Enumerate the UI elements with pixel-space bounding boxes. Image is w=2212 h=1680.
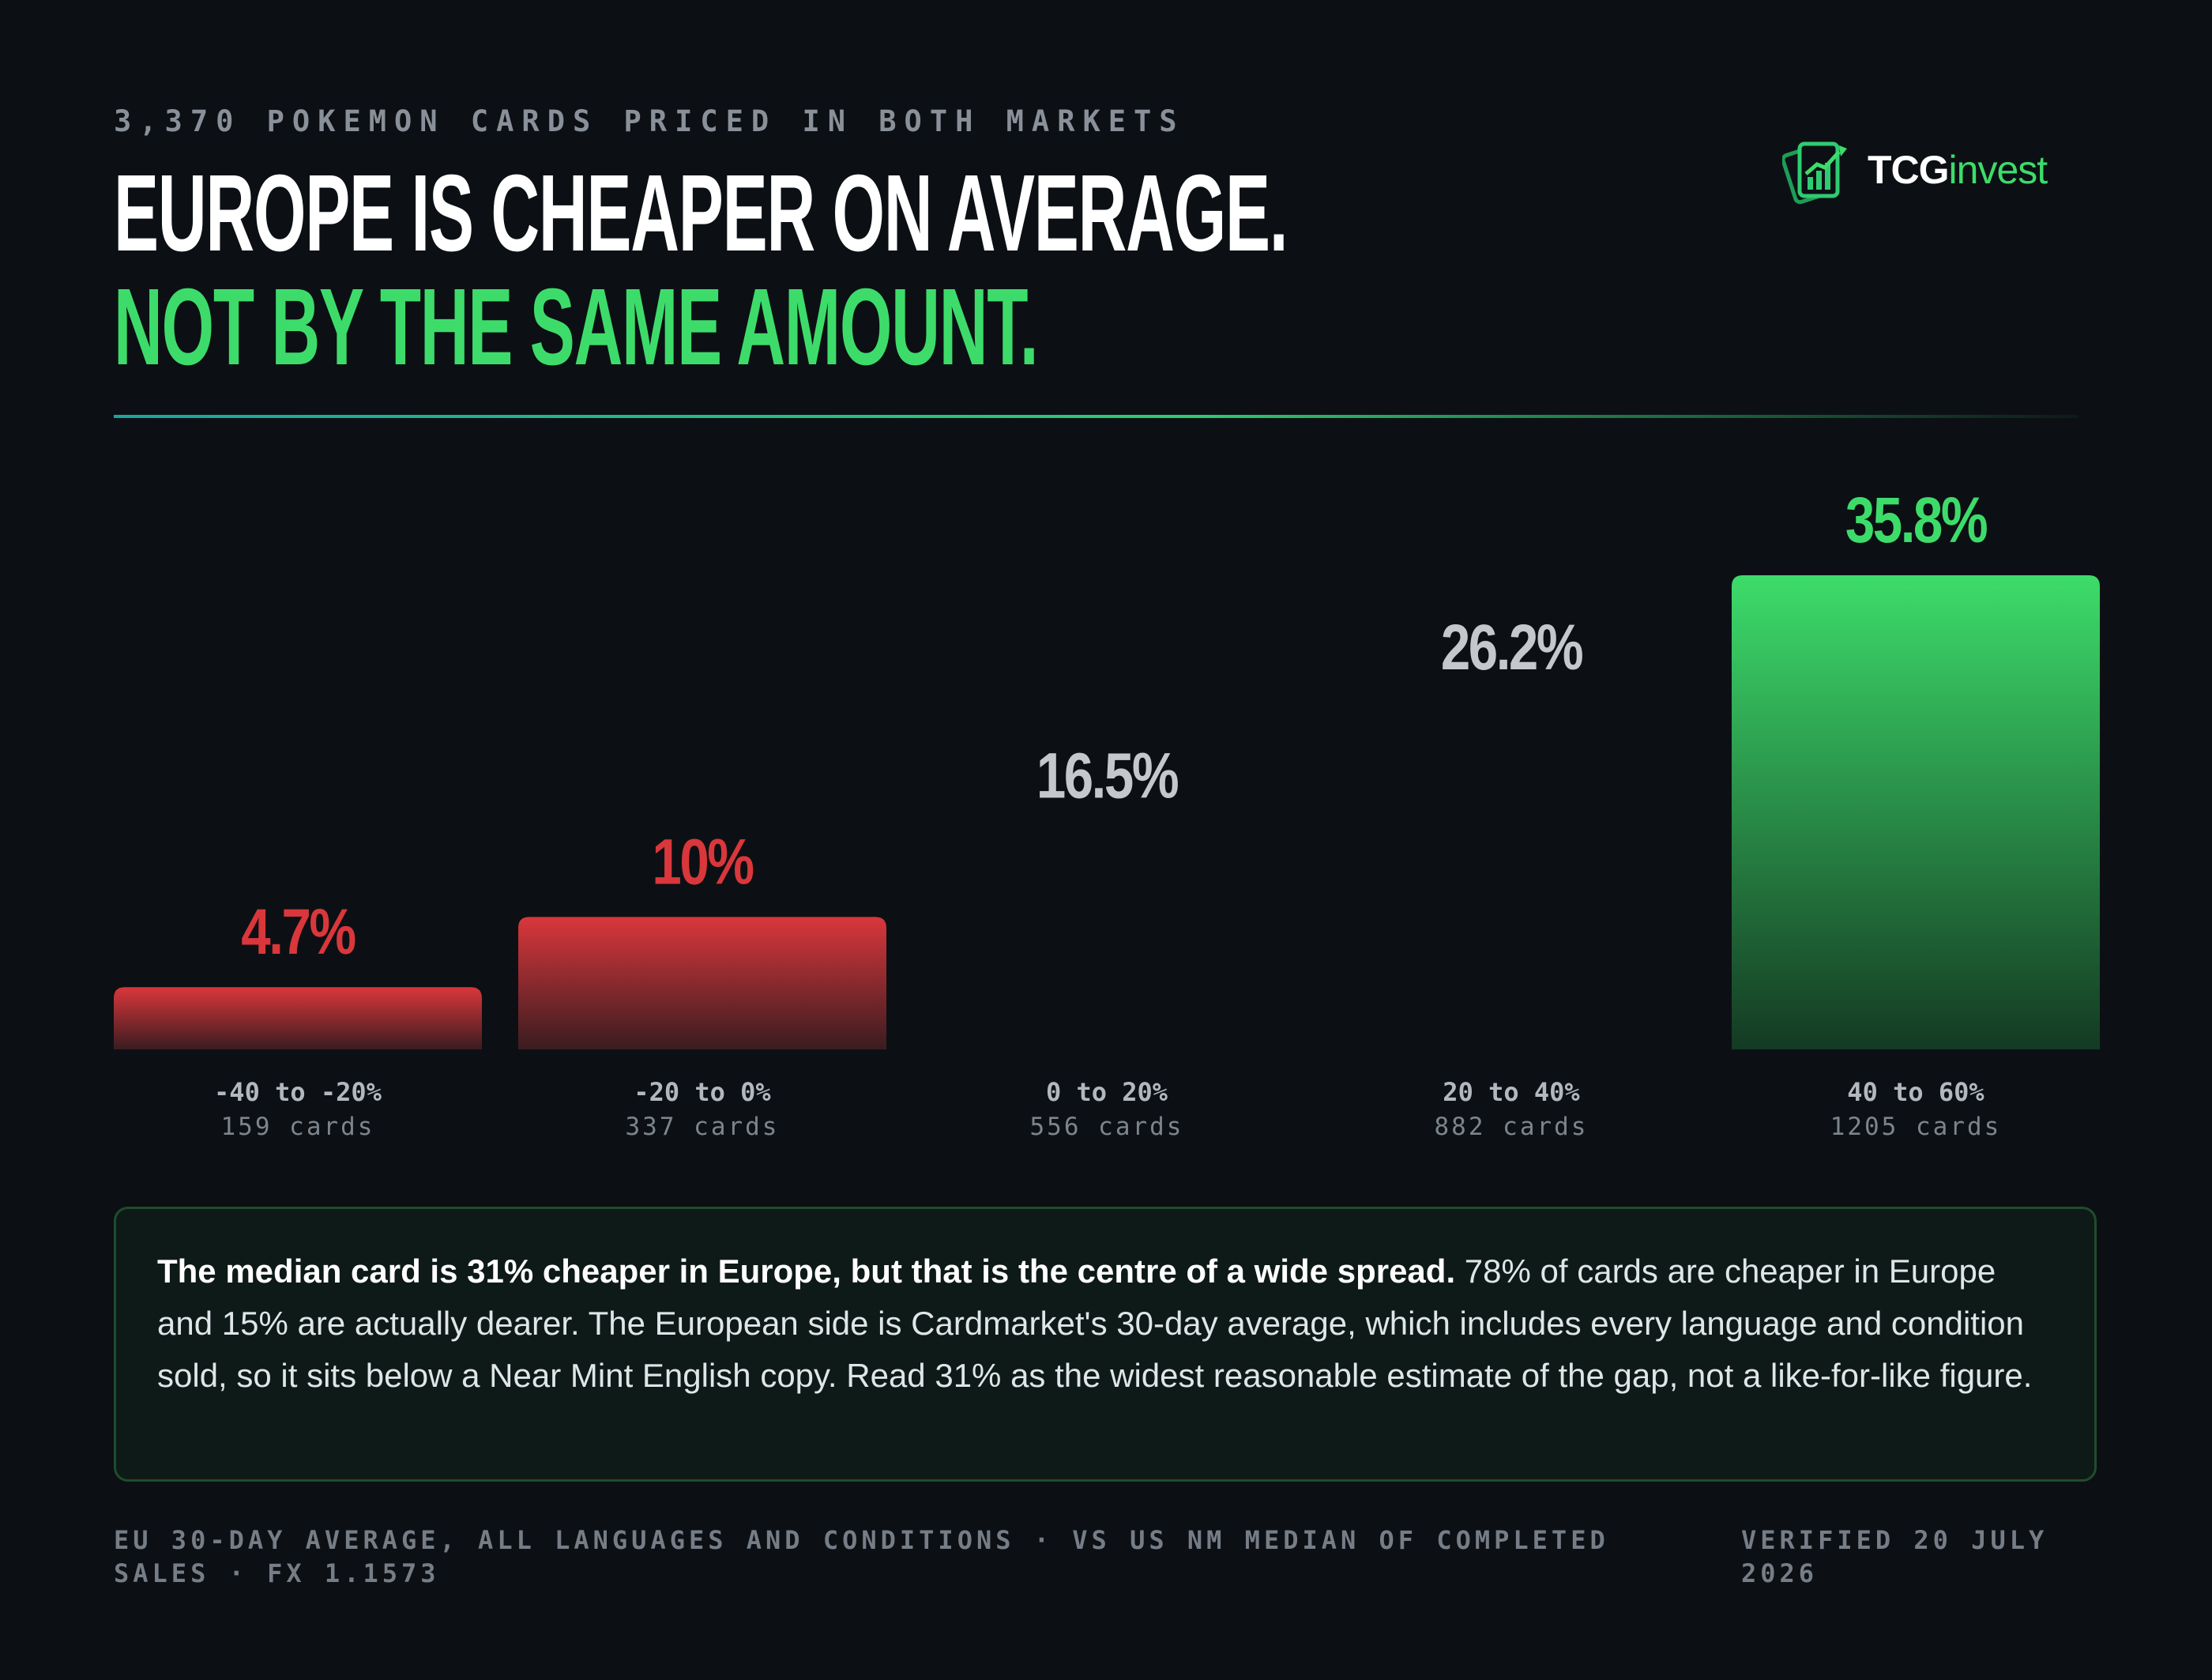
headline-line-1: EUROPE IS CHEAPER ON AVERAGE.: [114, 153, 1288, 274]
count-label-0: 159 cards: [221, 1113, 375, 1141]
footer-source: EU 30-DAY AVERAGE, ALL LANGUAGES AND CON…: [114, 1525, 1609, 1588]
category-label-2: 0 to 20%: [1046, 1077, 1168, 1107]
headline: EUROPE IS CHEAPER ON AVERAGE. NOT BY THE…: [114, 153, 1288, 388]
count-label-3: 882 cards: [1435, 1113, 1589, 1141]
summary-rest: 78% of cards are cheaper in Europe and 1…: [157, 1252, 2033, 1394]
category-label-1: -20 to 0%: [634, 1077, 771, 1107]
value-label-1: 10%: [652, 825, 753, 898]
footer-verified: VERIFIED 20 JULY 2026: [1741, 1525, 2048, 1588]
logo-text-invest: invest: [1948, 148, 2048, 192]
summary-bold: The median card is 31% cheaper in Europe…: [157, 1252, 1456, 1290]
divider-rule: [114, 415, 2078, 418]
bar-0: [114, 987, 482, 1049]
distribution-bar-chart: 4.7% -40 to -20% 159 cards 10% -20 to 0% 337 …: [114, 484, 2100, 1141]
summary-callout: The median card is 31% cheaper in Europe…: [114, 1207, 2097, 1482]
value-label-0: 4.7%: [241, 895, 355, 968]
value-label-3: 26.2%: [1441, 611, 1582, 684]
logo-text-tcg: TCG: [1868, 148, 1950, 192]
tcginvest-logo: TCGinvest: [1782, 133, 2098, 212]
count-label-2: 556 cards: [1030, 1113, 1184, 1141]
category-label-0: -40 to -20%: [214, 1077, 382, 1107]
count-label-4: 1205 cards: [1830, 1113, 2002, 1141]
category-label-3: 20 to 40%: [1443, 1077, 1580, 1107]
value-label-4: 35.8%: [1845, 484, 1987, 556]
cards-chart-icon: [1782, 141, 1847, 205]
bar-1: [518, 917, 886, 1049]
category-label-4: 40 to 60%: [1847, 1077, 1984, 1107]
count-label-1: 337 cards: [626, 1113, 780, 1141]
kicker-text: 3,370 POKEMON CARDS PRICED IN BOTH MARKE…: [114, 104, 1185, 138]
bar-4: [1732, 575, 2100, 1049]
headline-line-2: NOT BY THE SAME AMOUNT.: [114, 266, 1039, 388]
value-label-2: 16.5%: [1036, 739, 1178, 812]
